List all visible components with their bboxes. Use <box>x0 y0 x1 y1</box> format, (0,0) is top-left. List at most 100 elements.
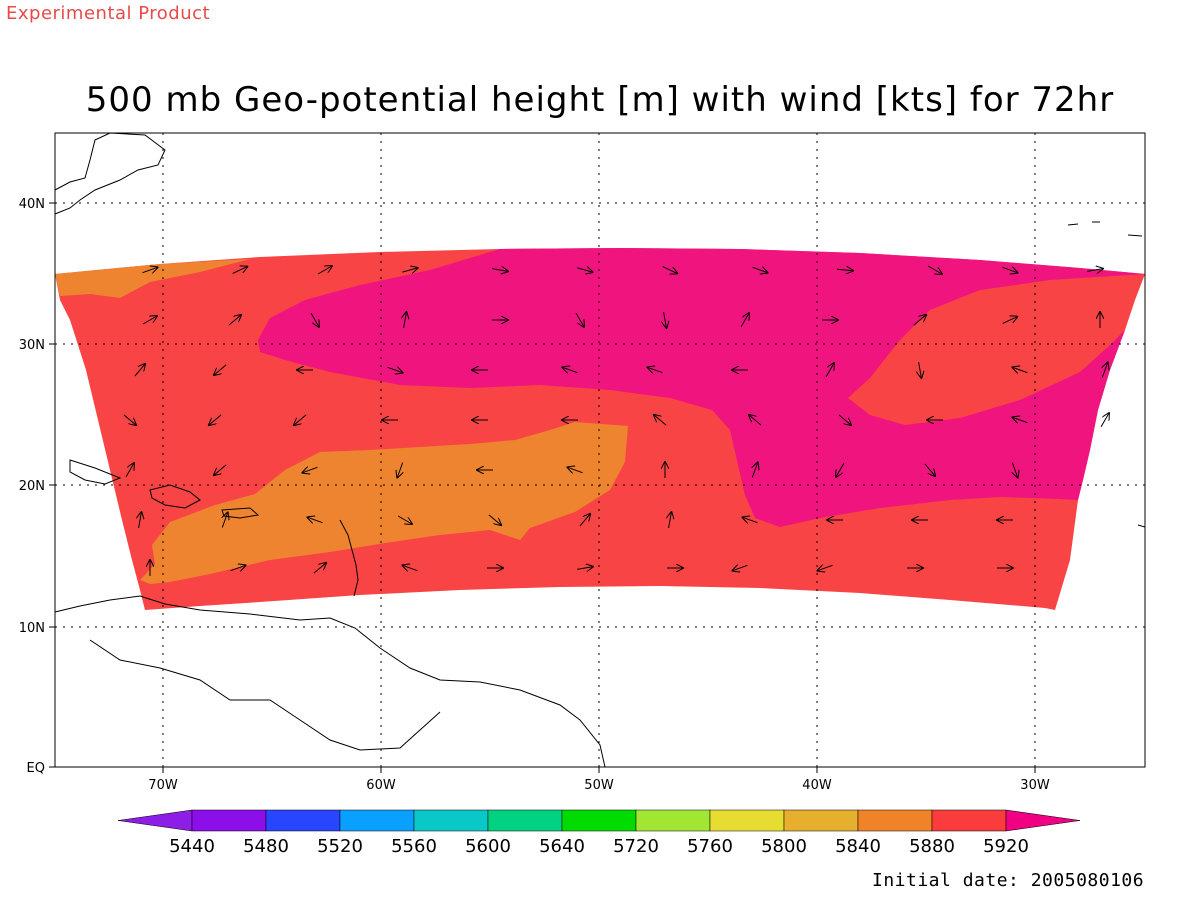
colorbar-label: 5760 <box>687 836 733 857</box>
lon-tick-40w: 40W <box>802 778 832 793</box>
wind-arrow <box>214 464 227 475</box>
colorbar-labels: 5440 5480 5520 5560 5600 5640 5720 5760 5800 5840… <box>169 836 1029 857</box>
wind-arrow <box>1013 417 1028 422</box>
lon-tick-60w: 60W <box>366 778 396 793</box>
map-frame <box>54 132 1146 768</box>
wind-arrow <box>563 367 578 372</box>
initial-date: Initial date: 2005080106 <box>872 870 1145 891</box>
graticule <box>55 133 1145 767</box>
wind-arrow <box>139 512 142 528</box>
wind-arrow <box>733 565 748 570</box>
wind-arrow <box>664 312 667 328</box>
wind-arrow <box>1102 363 1107 378</box>
wind-arrow <box>836 462 845 477</box>
wind-arrow <box>317 266 332 275</box>
wind-arrow <box>1002 317 1018 324</box>
colorbar-label: 5920 <box>983 836 1029 857</box>
coastlines <box>54 132 1146 768</box>
wind-arrow <box>397 462 402 478</box>
colorbar-swatch <box>635 809 711 832</box>
colorbar-label: 5640 <box>539 836 585 857</box>
colorbar-swatch <box>561 809 637 832</box>
colorbar-label: 5600 <box>465 836 511 857</box>
wind-arrow <box>818 565 833 570</box>
wind-arrow <box>662 266 678 274</box>
wind-arrow <box>648 367 663 372</box>
hispaniola-coast <box>149 484 201 509</box>
south-america-coast <box>54 595 606 768</box>
wind-arrow <box>404 312 407 328</box>
wind-arrow <box>924 463 935 476</box>
colorbar-swatch <box>413 809 489 832</box>
colorbar-swatch <box>191 809 267 832</box>
wind-arrow <box>214 364 227 375</box>
colorbar-swatch <box>339 809 415 832</box>
wind-vectors <box>123 265 1109 576</box>
wind-arrow <box>919 362 922 378</box>
colorbar-swatch <box>265 809 341 832</box>
wind-arrow <box>209 414 222 425</box>
colorbar-arrow-low <box>117 809 193 832</box>
wind-arrow <box>752 463 757 478</box>
cuba-coast <box>69 459 122 485</box>
colorbar-swatch <box>709 809 785 832</box>
experimental-product-label: Experimental Product <box>6 3 211 24</box>
colorbar-arrow-high <box>1005 809 1081 832</box>
wind-arrow <box>228 315 241 326</box>
wind-arrow <box>1002 267 1018 272</box>
wind-arrow <box>577 268 592 272</box>
wind-arrow <box>1012 462 1017 478</box>
wind-arrow <box>313 563 326 574</box>
lon-tick-30w: 30W <box>1020 778 1050 793</box>
colorbar-label: 5800 <box>761 836 807 857</box>
contour-above-5920 <box>258 248 1145 527</box>
lat-tick-10n: 10N <box>19 621 45 636</box>
wind-arrow <box>927 265 942 274</box>
wind-arrow <box>310 312 319 327</box>
map-title: 500 mb Geo-potential height [m] with win… <box>85 80 1115 120</box>
wind-arrow <box>825 363 834 378</box>
wind-arrow <box>492 269 508 272</box>
lon-tick-50w: 50W <box>584 778 614 793</box>
wind-arrow <box>387 367 403 372</box>
wind-arrow <box>402 268 417 272</box>
colorbar-label: 5440 <box>169 836 215 857</box>
wind-arrow <box>669 512 672 528</box>
lat-tick-eq: EQ <box>27 761 45 776</box>
northeast-us-coast <box>54 132 166 215</box>
wind-arrow <box>232 267 248 274</box>
wind-arrow <box>488 514 501 525</box>
wind-arrow <box>222 513 227 528</box>
wind-arrow <box>142 316 157 325</box>
wind-arrow <box>654 415 667 426</box>
wind-arrow <box>403 565 418 570</box>
wind-arrow <box>125 463 134 478</box>
tick-marks <box>49 202 1036 773</box>
wind-arrow <box>1087 269 1103 272</box>
lesser-antilles <box>339 519 359 597</box>
wind-arrow <box>752 267 768 272</box>
wind-arrow <box>1100 413 1109 428</box>
wind-arrow <box>579 514 590 527</box>
colorbar <box>117 809 1081 832</box>
wind-arrow <box>743 517 758 522</box>
east-atlantic-islands <box>1067 221 1146 528</box>
colorbar-label: 5720 <box>613 836 659 857</box>
wind-arrow <box>134 364 145 377</box>
lat-tick-30n: 30N <box>19 338 45 353</box>
colorbar-swatch <box>857 809 933 832</box>
lat-tick-40n: 40N <box>19 197 45 212</box>
colorbar-label: 5480 <box>243 836 289 857</box>
wind-arrow <box>123 414 136 425</box>
wind-arrow <box>913 315 926 326</box>
wind-arrow <box>577 567 593 570</box>
colorbar-label: 5880 <box>909 836 955 857</box>
colorbar-swatch <box>931 809 1007 832</box>
colorbar-label: 5560 <box>391 836 437 857</box>
wind-arrow <box>308 517 323 522</box>
lat-tick-20n: 20N <box>19 479 45 494</box>
wind-arrow <box>230 565 246 570</box>
wind-arrow <box>303 467 318 472</box>
colorbar-label: 5520 <box>317 836 363 857</box>
